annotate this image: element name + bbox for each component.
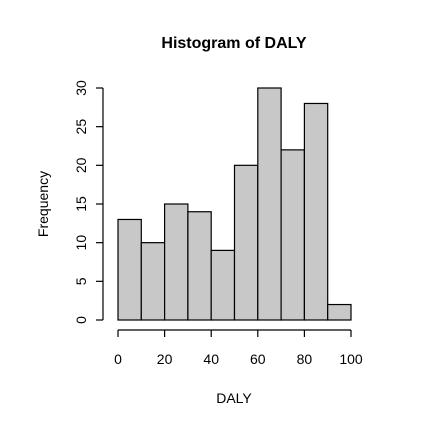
x-tick-label: 60 bbox=[250, 351, 266, 367]
y-axis-label: Frequency bbox=[35, 171, 51, 237]
histogram-bar bbox=[187, 211, 212, 321]
y-tick-label: 5 bbox=[73, 277, 89, 285]
y-tick-label: 10 bbox=[73, 235, 89, 251]
x-tick-label: 40 bbox=[203, 351, 219, 367]
histogram-bar bbox=[233, 164, 259, 321]
chart-title: Histogram of DALY bbox=[161, 35, 307, 52]
x-axis: 0 20 40 60 80 100 bbox=[114, 329, 363, 367]
x-tick-label: 20 bbox=[157, 351, 173, 367]
y-tick-label: 0 bbox=[73, 316, 89, 324]
histogram-bar bbox=[117, 218, 142, 321]
y-axis: 0 5 10 15 20 25 30 bbox=[73, 80, 104, 324]
y-tick-label: 25 bbox=[73, 119, 89, 135]
histogram-bar bbox=[257, 87, 282, 321]
histogram-bar bbox=[327, 303, 352, 321]
histogram-bar bbox=[164, 203, 189, 321]
histogram-bar bbox=[210, 249, 236, 321]
histogram-bar bbox=[303, 102, 329, 321]
y-tick-label: 20 bbox=[73, 157, 89, 173]
x-tick-label: 100 bbox=[339, 351, 363, 367]
y-tick-label: 15 bbox=[73, 196, 89, 212]
x-axis-label: DALY bbox=[216, 390, 252, 406]
x-tick-label: 80 bbox=[297, 351, 313, 367]
y-tick-label: 30 bbox=[73, 80, 89, 96]
bars-group bbox=[117, 87, 352, 321]
x-tick-label: 0 bbox=[114, 351, 122, 367]
histogram-bar bbox=[140, 242, 166, 321]
histogram-bar bbox=[280, 149, 306, 321]
